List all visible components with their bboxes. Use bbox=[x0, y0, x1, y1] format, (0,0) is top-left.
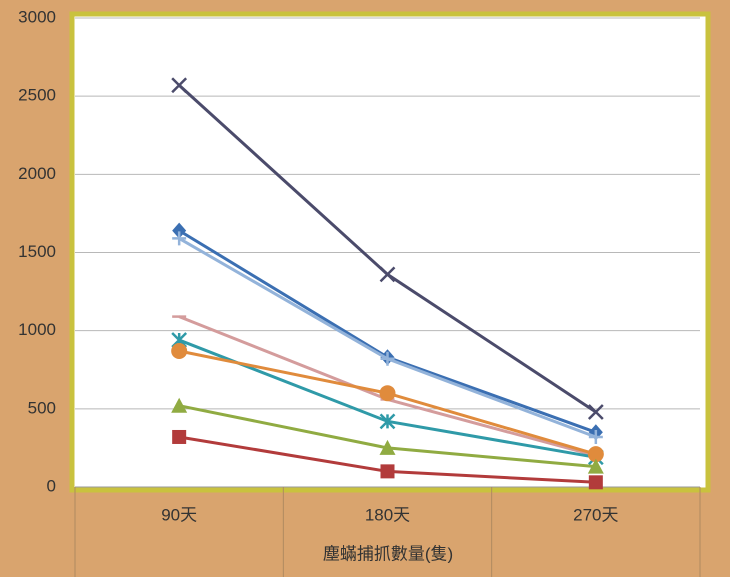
x-axis-label: 塵蟎捕抓數量(隻) bbox=[323, 544, 453, 563]
marker bbox=[172, 231, 187, 246]
marker bbox=[588, 429, 603, 444]
marker bbox=[379, 413, 396, 430]
y-tick-label: 2500 bbox=[18, 86, 56, 105]
y-tick-label: 1000 bbox=[18, 320, 56, 339]
y-tick-label: 2000 bbox=[18, 164, 56, 183]
marker bbox=[172, 429, 187, 444]
y-tick-label: 0 bbox=[47, 476, 56, 495]
y-tick-label: 3000 bbox=[18, 7, 56, 26]
x-tick-label: 180天 bbox=[365, 505, 410, 524]
marker bbox=[587, 458, 604, 474]
marker bbox=[380, 351, 395, 366]
marker bbox=[171, 342, 188, 359]
marker bbox=[171, 397, 188, 413]
y-tick-label: 1500 bbox=[18, 242, 56, 261]
marker bbox=[380, 464, 395, 479]
x-tick-label: 90天 bbox=[161, 505, 197, 524]
marker bbox=[172, 222, 187, 239]
marker bbox=[587, 404, 604, 420]
y-tick-label: 500 bbox=[28, 398, 56, 417]
x-tick-label: 270天 bbox=[573, 505, 618, 524]
marker bbox=[379, 385, 396, 402]
marker bbox=[379, 439, 396, 455]
marker bbox=[171, 77, 188, 94]
marker bbox=[379, 266, 396, 283]
marker bbox=[588, 475, 603, 490]
marker bbox=[587, 446, 604, 463]
